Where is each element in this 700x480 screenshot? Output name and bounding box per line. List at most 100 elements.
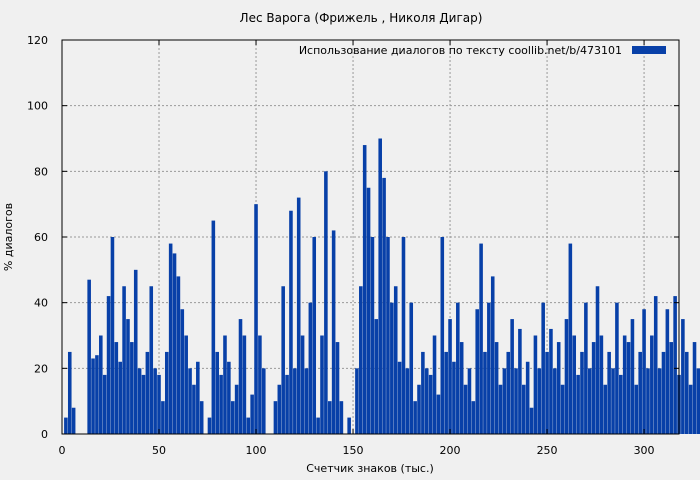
data-bar xyxy=(316,417,320,434)
data-bar xyxy=(490,276,495,434)
data-bar xyxy=(424,368,429,434)
data-bar xyxy=(436,394,441,434)
data-bar xyxy=(634,384,639,434)
y-tick-label: 20 xyxy=(34,362,48,375)
data-bar xyxy=(355,368,359,434)
data-bar xyxy=(285,374,289,434)
data-bar xyxy=(533,335,538,434)
data-bar xyxy=(366,187,371,434)
data-bar xyxy=(324,171,328,435)
data-bar xyxy=(580,351,584,434)
data-bar xyxy=(622,335,627,434)
legend-label: Использование диалогов по тексту coollib… xyxy=(299,44,622,57)
data-bar xyxy=(110,237,115,434)
data-bar xyxy=(122,286,126,434)
data-bar xyxy=(215,351,220,434)
data-bar xyxy=(459,342,464,434)
data-bar xyxy=(487,302,491,434)
data-bar xyxy=(572,335,577,434)
data-bar xyxy=(370,237,375,434)
data-bar xyxy=(529,407,534,434)
data-bar xyxy=(692,342,697,434)
data-bar xyxy=(661,351,666,434)
data-bar xyxy=(114,342,119,434)
data-bar xyxy=(180,309,185,434)
legend: Использование диалогов по тексту coollib… xyxy=(299,44,666,57)
data-bar xyxy=(603,384,608,434)
data-bar xyxy=(335,342,340,434)
data-bar xyxy=(339,401,344,434)
data-bar xyxy=(650,335,654,434)
data-bar xyxy=(99,335,103,434)
data-bar xyxy=(300,335,305,434)
data-bar xyxy=(362,145,367,435)
data-bar xyxy=(289,210,293,434)
x-tick-label: 250 xyxy=(537,444,558,457)
data-bar xyxy=(293,368,297,434)
data-bar xyxy=(130,342,134,434)
data-bar xyxy=(327,401,332,434)
data-bar xyxy=(518,328,522,434)
data-bar xyxy=(506,351,511,434)
data-bar xyxy=(657,368,662,434)
data-bar xyxy=(133,269,138,434)
y-tick-label: 60 xyxy=(34,231,48,244)
data-bar xyxy=(688,384,693,434)
data-bar xyxy=(87,279,91,434)
x-tick-label: 300 xyxy=(634,444,655,457)
data-bar xyxy=(64,417,68,434)
data-bar xyxy=(584,302,588,434)
data-bar xyxy=(494,342,499,434)
data-bar xyxy=(556,342,561,434)
x-axis-ticks: 0 50 100 150 200 250 300 xyxy=(59,40,655,457)
data-bar xyxy=(483,351,487,434)
data-bar xyxy=(258,335,262,434)
data-bar xyxy=(541,302,545,434)
data-bar xyxy=(219,374,223,434)
data-bar xyxy=(653,296,658,434)
data-bar xyxy=(223,335,227,434)
y-tick-label: 120 xyxy=(27,34,48,47)
data-bar xyxy=(106,296,111,434)
data-bar xyxy=(696,368,700,434)
data-bar xyxy=(521,384,526,434)
y-tick-label: 0 xyxy=(41,428,48,441)
y-axis-label: % диалогов xyxy=(2,203,15,271)
data-bar xyxy=(176,276,181,434)
data-bar xyxy=(227,361,231,434)
data-bar xyxy=(374,319,379,434)
data-bar xyxy=(413,401,417,434)
data-bar xyxy=(347,417,351,434)
data-bar xyxy=(510,319,514,434)
data-bar xyxy=(199,401,204,434)
data-bar xyxy=(242,335,247,434)
data-bar xyxy=(452,361,456,434)
data-bar xyxy=(168,243,173,434)
data-bar xyxy=(359,286,363,434)
data-bar xyxy=(669,342,674,434)
data-bar xyxy=(397,361,402,434)
x-tick-label: 0 xyxy=(59,444,66,457)
data-bar xyxy=(568,243,573,434)
chart-title: Лес Варога (Фрижель , Николя Дигар) xyxy=(240,11,483,25)
data-bar xyxy=(145,351,150,434)
legend-swatch xyxy=(632,46,666,54)
data-bar xyxy=(619,374,623,434)
data-bar xyxy=(192,384,196,434)
data-bar xyxy=(281,286,285,434)
data-bar xyxy=(161,401,165,434)
data-bar xyxy=(207,417,212,434)
x-tick-label: 100 xyxy=(246,444,267,457)
data-bar xyxy=(238,319,243,434)
data-bar xyxy=(595,286,600,434)
data-bar xyxy=(67,351,72,434)
data-bars xyxy=(64,138,700,435)
data-bar xyxy=(421,351,425,434)
data-bar xyxy=(386,237,390,434)
data-bar xyxy=(502,368,507,434)
data-bar xyxy=(607,351,611,434)
data-bar xyxy=(440,237,445,434)
data-bar xyxy=(591,342,596,434)
data-bar xyxy=(320,335,324,434)
